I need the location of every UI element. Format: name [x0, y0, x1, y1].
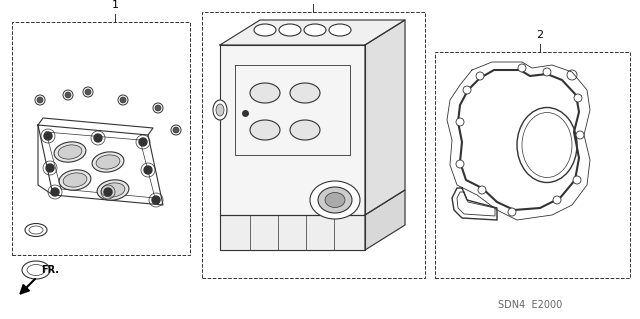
- Ellipse shape: [250, 83, 280, 103]
- Bar: [435, 52, 630, 278]
- Ellipse shape: [92, 152, 124, 172]
- Ellipse shape: [279, 24, 301, 36]
- Circle shape: [553, 196, 561, 204]
- Ellipse shape: [250, 120, 280, 140]
- Polygon shape: [220, 45, 365, 215]
- Circle shape: [152, 196, 160, 204]
- Circle shape: [518, 64, 526, 72]
- Circle shape: [104, 188, 112, 196]
- Circle shape: [478, 186, 486, 194]
- Circle shape: [51, 188, 59, 196]
- Ellipse shape: [304, 24, 326, 36]
- Circle shape: [85, 89, 91, 95]
- Ellipse shape: [97, 180, 129, 200]
- Circle shape: [120, 97, 126, 103]
- Circle shape: [144, 166, 152, 174]
- Circle shape: [37, 97, 43, 103]
- Ellipse shape: [213, 100, 227, 120]
- Text: 2: 2: [536, 30, 543, 40]
- Ellipse shape: [310, 181, 360, 219]
- Ellipse shape: [96, 155, 120, 169]
- Circle shape: [65, 92, 71, 98]
- Ellipse shape: [290, 120, 320, 140]
- Ellipse shape: [101, 183, 125, 197]
- Circle shape: [573, 176, 581, 184]
- Circle shape: [543, 68, 551, 76]
- Ellipse shape: [58, 145, 82, 159]
- Polygon shape: [365, 190, 405, 250]
- Ellipse shape: [254, 24, 276, 36]
- Ellipse shape: [54, 142, 86, 162]
- Polygon shape: [220, 20, 405, 45]
- Ellipse shape: [63, 173, 87, 187]
- Circle shape: [574, 94, 582, 102]
- Polygon shape: [220, 215, 365, 250]
- Text: 1: 1: [111, 0, 118, 10]
- Ellipse shape: [318, 187, 352, 213]
- Circle shape: [476, 72, 484, 80]
- Ellipse shape: [216, 104, 224, 116]
- Circle shape: [463, 86, 471, 94]
- Circle shape: [456, 160, 464, 168]
- Circle shape: [576, 131, 584, 139]
- Text: SDN4  E2000: SDN4 E2000: [498, 300, 562, 310]
- Circle shape: [456, 118, 464, 126]
- Circle shape: [94, 134, 102, 142]
- Ellipse shape: [290, 83, 320, 103]
- Polygon shape: [365, 20, 405, 215]
- Circle shape: [44, 132, 52, 140]
- Ellipse shape: [59, 170, 91, 190]
- Circle shape: [139, 138, 147, 146]
- Circle shape: [508, 208, 516, 216]
- Ellipse shape: [329, 24, 351, 36]
- Circle shape: [46, 164, 54, 172]
- Circle shape: [155, 105, 161, 111]
- Bar: [202, 12, 425, 278]
- Text: FR.: FR.: [41, 265, 59, 275]
- Bar: [12, 22, 190, 255]
- Ellipse shape: [325, 192, 345, 207]
- Circle shape: [173, 127, 179, 133]
